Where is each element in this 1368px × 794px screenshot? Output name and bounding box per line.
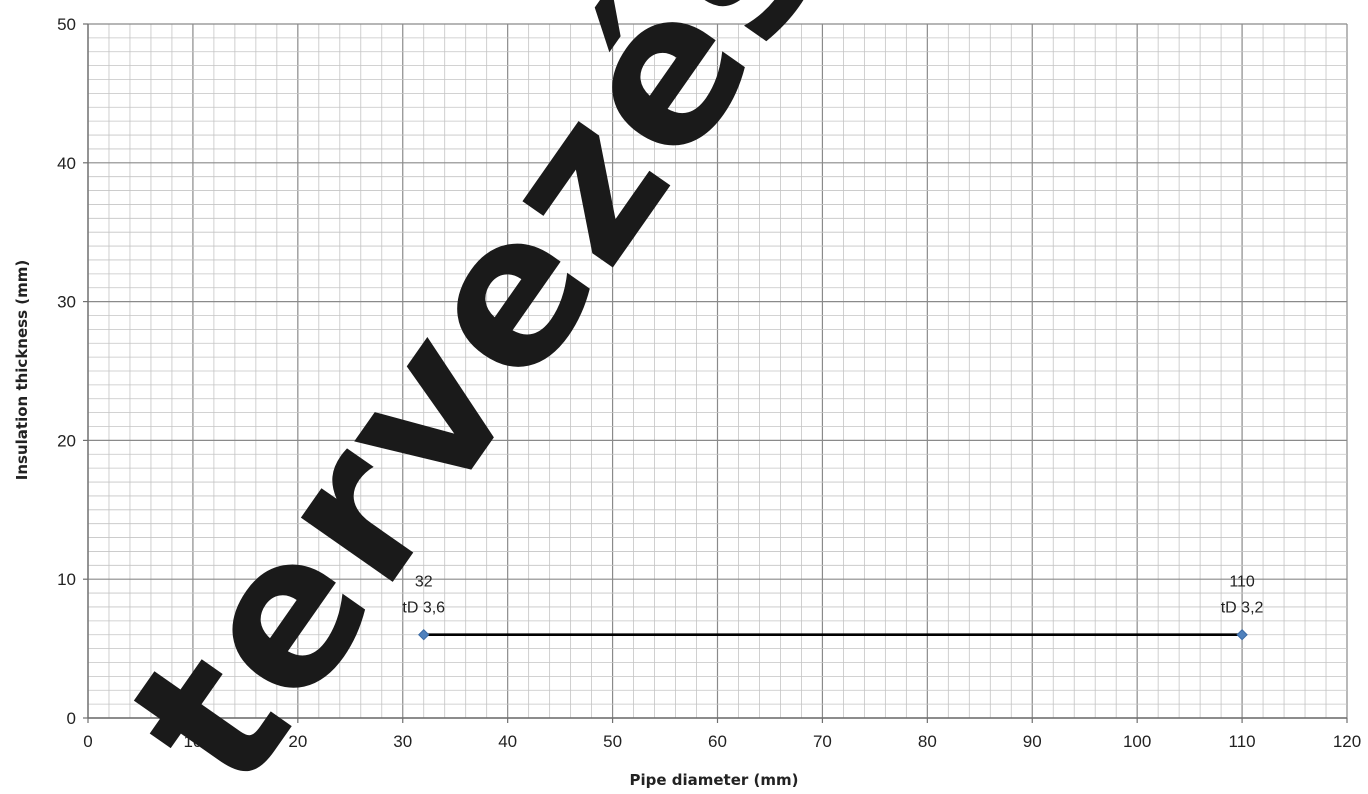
x-tick-label: 10 <box>183 732 202 751</box>
data-point-marker <box>418 629 430 641</box>
x-tick-label: 0 <box>83 732 92 751</box>
y-tick-label: 40 <box>57 154 76 173</box>
y-tick-label: 50 <box>57 15 76 34</box>
y-tick-label: 10 <box>57 570 76 589</box>
data-label-note: tD 3,6 <box>402 600 445 617</box>
y-tick-label: 0 <box>67 709 76 728</box>
y-tick-labels: 0 10 20 30 40 50 <box>57 15 88 728</box>
data-label-value: 110 <box>1229 574 1255 591</box>
watermark-group: tervezés <box>85 0 876 794</box>
x-tick-label: 120 <box>1333 732 1361 751</box>
data-labels: 32 tD 3,6 110 tD 3,2 <box>402 574 1263 617</box>
y-tick-label: 20 <box>57 431 76 450</box>
x-tick-label: 40 <box>498 732 517 751</box>
x-tick-label: 60 <box>708 732 727 751</box>
y-axis-title: Insulation thickness (mm) <box>13 260 31 480</box>
data-label-note: tD 3,2 <box>1221 600 1264 617</box>
grid <box>87 23 1348 719</box>
x-axis-title: Pipe diameter (mm) <box>629 771 798 789</box>
data-point-marker <box>1236 629 1248 641</box>
x-tick-label: 50 <box>603 732 622 751</box>
x-tick-labels: 0 10 20 30 40 50 60 70 80 90 100 110 120 <box>83 718 1361 751</box>
x-tick-label: 20 <box>288 732 307 751</box>
y-tick-label: 30 <box>57 293 76 312</box>
x-tick-label: 110 <box>1229 732 1256 751</box>
series <box>418 629 1248 641</box>
x-tick-label: 30 <box>393 732 412 751</box>
x-tick-label: 100 <box>1123 732 1151 751</box>
data-label-value: 32 <box>415 574 433 591</box>
x-tick-label: 80 <box>918 732 937 751</box>
x-tick-label: 90 <box>1023 732 1042 751</box>
watermark: tervezés <box>85 0 876 794</box>
x-tick-label: 70 <box>813 732 832 751</box>
